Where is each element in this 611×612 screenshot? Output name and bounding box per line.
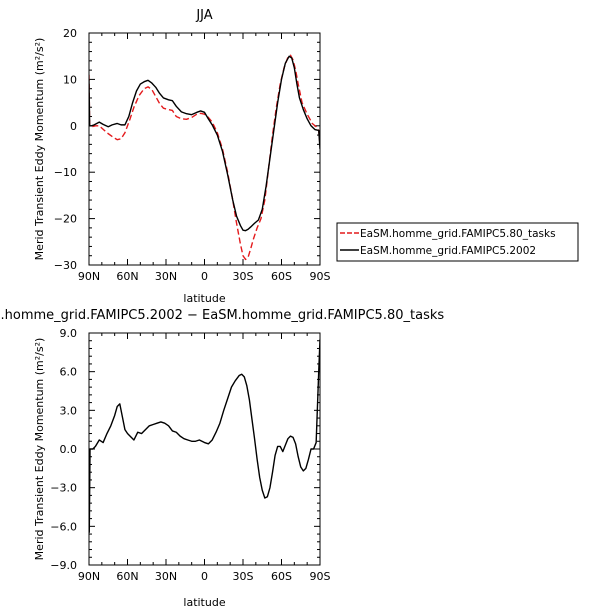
- bottom-x-tick-label: 60N: [116, 570, 138, 583]
- top-y-tick-label: 10: [63, 73, 77, 86]
- bottom-x-tick-label: 30N: [155, 570, 177, 583]
- bottom-x-tick-label: 30S: [233, 570, 254, 583]
- bottom-panel-title: EaSM.homme_grid.FAMIPC5.2002 − EaSM.homm…: [0, 308, 444, 323]
- legend-label-0: EaSM.homme_grid.FAMIPC5.80_tasks: [360, 228, 556, 240]
- bottom-plot-frame: [88, 332, 321, 566]
- top-y-tick-label: 20: [63, 27, 77, 40]
- bottom-y-axis-title: Merid Transient Eddy Momentum (m²/s²): [33, 338, 46, 561]
- bottom-x-axis-title: latitude: [183, 596, 225, 609]
- top-x-tick-label: 30N: [155, 270, 177, 283]
- top-x-tick-label: 90S: [310, 270, 331, 283]
- bottom-series-line-0: [89, 339, 320, 533]
- bottom-y-tick-label: 0.0: [60, 443, 78, 456]
- bottom-y-tick-label: 6.0: [60, 366, 78, 379]
- top-x-tick-label: 0: [201, 270, 208, 283]
- legend-box: [336, 222, 579, 262]
- bottom-y-tick-label: −3.0: [50, 482, 77, 495]
- bottom-y-tick-label: −9.0: [50, 559, 77, 572]
- top-plot-frame: [88, 32, 321, 266]
- top-y-tick-label: −20: [54, 213, 77, 226]
- bottom-y-tick-label: 3.0: [60, 404, 78, 417]
- bottom-y-tick-label: −6.0: [50, 520, 77, 533]
- top-legend: EaSM.homme_grid.FAMIPC5.80_tasks EaSM.hom…: [336, 222, 579, 262]
- bottom-panel: EaSM.homme_grid.FAMIPC5.2002 − EaSM.homm…: [0, 308, 444, 609]
- top-x-tick-label: 60S: [271, 270, 292, 283]
- legend-label-1: EaSM.homme_grid.FAMIPC5.2002: [360, 245, 536, 257]
- top-y-tick-label: 0: [70, 120, 77, 133]
- top-series-line-0: [89, 54, 320, 261]
- top-y-tick-label: −10: [54, 166, 77, 179]
- top-x-tick-label: 60N: [116, 270, 138, 283]
- top-series-line-1: [89, 55, 320, 232]
- top-x-tick-label: 30S: [233, 270, 254, 283]
- top-x-tick-label: 90N: [78, 270, 100, 283]
- top-x-axis-title: latitude: [183, 292, 225, 305]
- top-panel-title: JJA: [195, 8, 212, 23]
- bottom-x-tick-label: 90S: [310, 570, 331, 583]
- top-y-axis-title: Merid Transient Eddy Momentum (m²/s²): [33, 38, 46, 261]
- bottom-x-tick-label: 60S: [271, 570, 292, 583]
- bottom-x-tick-label: 0: [201, 570, 208, 583]
- bottom-x-tick-label: 90N: [78, 570, 100, 583]
- top-panel: JJA 90N 60N 30N 0 30S 60S 90S 20 10 0 −10 −20 −30 la…: [33, 8, 579, 305]
- top-y-tick-label: −30: [54, 259, 77, 272]
- bottom-y-tick-label: 9.0: [60, 327, 78, 340]
